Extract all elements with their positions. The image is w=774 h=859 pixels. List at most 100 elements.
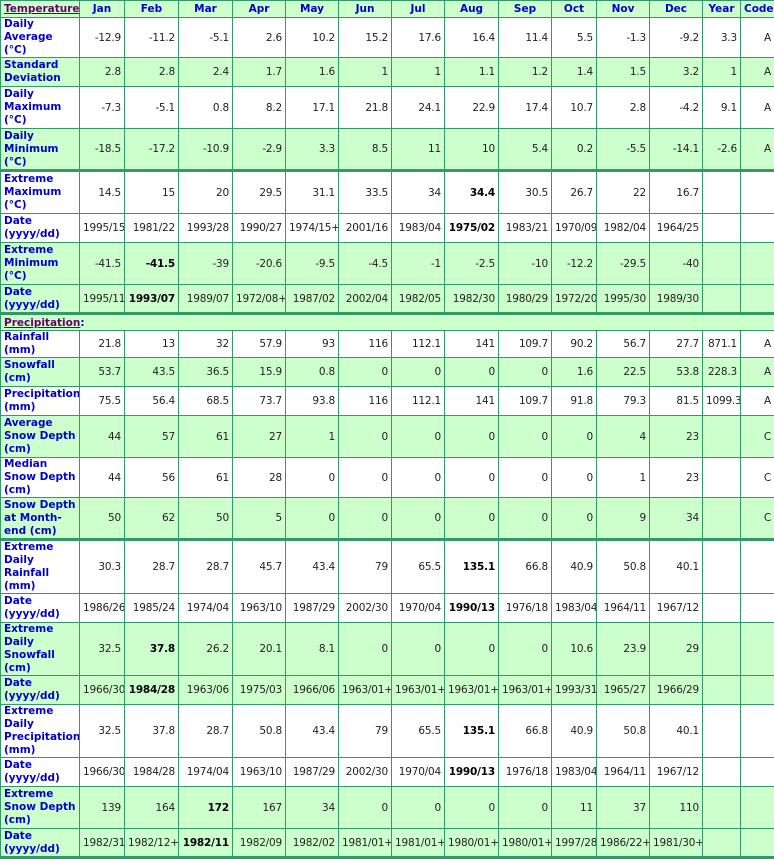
cell-mar: 36.5 [179, 358, 233, 387]
cell-code [741, 243, 774, 285]
cell-aug: 135.1 [445, 705, 499, 758]
cell-jan: -7.3 [80, 87, 125, 129]
cell-oct: 40.9 [552, 540, 597, 594]
row-label: Extreme Minimum (°C) [1, 243, 80, 285]
cell-aug: 1975/02 [445, 214, 499, 243]
cell-mar: 20 [179, 171, 233, 214]
section-header-precipitation: Precipitation: [1, 314, 774, 331]
cell-apr: 1975/03 [233, 676, 286, 705]
cell-mar: 1993/28 [179, 214, 233, 243]
cell-may: 1966/06 [286, 676, 339, 705]
cell-jan: 1966/30 [80, 758, 125, 787]
cell-sep: 0 [499, 498, 552, 540]
cell-mar: -10.9 [179, 129, 233, 171]
cell-mar: 2.4 [179, 58, 233, 87]
row-label: Daily Minimum (°C) [1, 129, 80, 171]
cell-may: 93 [286, 331, 339, 358]
cell-nov: 1.5 [597, 58, 650, 87]
row-label: Date (yyyy/dd) [1, 594, 80, 623]
cell-apr: 2.6 [233, 18, 286, 58]
cell-jul: 1970/04 [392, 758, 445, 787]
cell-feb: 1993/07 [125, 285, 179, 314]
cell-apr: 45.7 [233, 540, 286, 594]
cell-dec: 1967/12 [650, 758, 703, 787]
row-label: Date (yyyy/dd) [1, 829, 80, 858]
cell-code [741, 758, 774, 787]
cell-jun: 79 [339, 705, 392, 758]
cell-may: 8.1 [286, 623, 339, 676]
cell-sep: 0 [499, 787, 552, 829]
cell-apr: 1.7 [233, 58, 286, 87]
cell-sep: -10 [499, 243, 552, 285]
cell-mar: 1963/06 [179, 676, 233, 705]
cell-may: 43.4 [286, 540, 339, 594]
cell-dec: 23 [650, 458, 703, 498]
cell-aug: -2.5 [445, 243, 499, 285]
cell-code: A [741, 129, 774, 171]
cell-aug: 0 [445, 416, 499, 458]
cell-may: 0 [286, 458, 339, 498]
cell-apr: 167 [233, 787, 286, 829]
row-label: Precipitation (mm) [1, 387, 80, 416]
cell-jul: 1963/01+ [392, 676, 445, 705]
row-label: Date (yyyy/dd) [1, 758, 80, 787]
cell-mar: -39 [179, 243, 233, 285]
cell-jul: 1970/04 [392, 594, 445, 623]
cell-aug: 16.4 [445, 18, 499, 58]
cell-mar: 28.7 [179, 540, 233, 594]
cell-year: 1 [703, 58, 741, 87]
section-title-link[interactable]: Precipitation [4, 317, 80, 329]
cell-oct: 10.7 [552, 87, 597, 129]
cell-mar: 1989/07 [179, 285, 233, 314]
cell-jul: 1982/05 [392, 285, 445, 314]
row-label: Extreme Daily Rainfall (mm) [1, 540, 80, 594]
cell-oct: 0 [552, 498, 597, 540]
cell-dec: 34 [650, 498, 703, 540]
cell-jul: 65.5 [392, 540, 445, 594]
column-header-may: May [286, 1, 339, 18]
cell-apr: 57.9 [233, 331, 286, 358]
cell-dec: 53.8 [650, 358, 703, 387]
row-label: Date (yyyy/dd) [1, 676, 80, 705]
cell-apr: -2.9 [233, 129, 286, 171]
cell-may: 1974/15+ [286, 214, 339, 243]
cell-jan: 2.8 [80, 58, 125, 87]
cell-aug: 1963/01+ [445, 676, 499, 705]
cell-jan: 1995/15 [80, 214, 125, 243]
cell-year [703, 171, 741, 214]
cell-jun: 0 [339, 458, 392, 498]
cell-nov: 22.5 [597, 358, 650, 387]
cell-dec: 16.7 [650, 171, 703, 214]
cell-nov: 22 [597, 171, 650, 214]
cell-jun: 0 [339, 358, 392, 387]
cell-jun: 2002/04 [339, 285, 392, 314]
cell-apr: 73.7 [233, 387, 286, 416]
cell-dec: -14.1 [650, 129, 703, 171]
cell-oct: 1993/31 [552, 676, 597, 705]
cell-nov: 37 [597, 787, 650, 829]
cell-year [703, 540, 741, 594]
cell-dec: 29 [650, 623, 703, 676]
cell-may: 0.8 [286, 358, 339, 387]
cell-year [703, 705, 741, 758]
cell-apr: 15.9 [233, 358, 286, 387]
cell-feb: 13 [125, 331, 179, 358]
cell-jun: 2002/30 [339, 594, 392, 623]
section-title-link[interactable]: Temperature [4, 3, 80, 15]
cell-code [741, 705, 774, 758]
cell-year [703, 285, 741, 314]
cell-jul: 1 [392, 58, 445, 87]
cell-mar: 28.7 [179, 705, 233, 758]
cell-aug: 10 [445, 129, 499, 171]
cell-may: 34 [286, 787, 339, 829]
cell-jul: 0 [392, 458, 445, 498]
cell-feb: 164 [125, 787, 179, 829]
cell-code: A [741, 18, 774, 58]
cell-jan: 32.5 [80, 705, 125, 758]
